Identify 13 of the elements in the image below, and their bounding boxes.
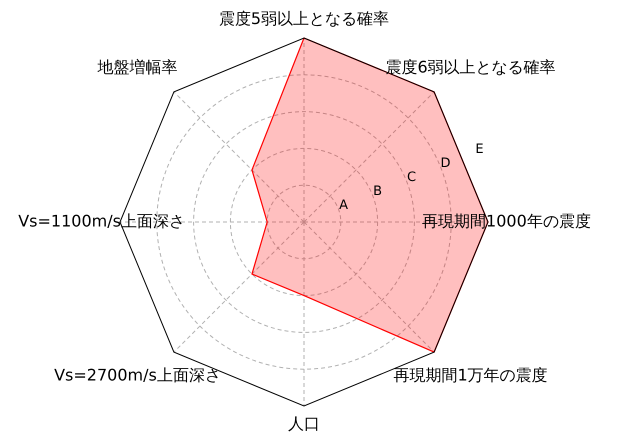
- y-tick-label: B: [373, 184, 382, 200]
- spoke-label: 地盤増幅率: [96, 57, 178, 76]
- y-tick-label: E: [475, 142, 484, 157]
- y-tick-label: A: [339, 198, 348, 214]
- spoke-label: Vs=2700m/s上面深さ: [54, 365, 221, 384]
- spoke-label: 震度5弱以上となる確率: [218, 8, 390, 28]
- y-tick-label: D: [440, 156, 451, 171]
- spoke-label: Vs=1100m/s上面深さ: [18, 211, 185, 230]
- spoke-label: 人口: [288, 414, 320, 433]
- spoke-label: 再現期間1万年の震度: [393, 365, 548, 384]
- y-tick-label: C: [407, 170, 416, 186]
- spoke-label: 震度6弱以上となる確率: [385, 57, 556, 76]
- spoke-label: 再現期間1000年の震度: [422, 211, 591, 230]
